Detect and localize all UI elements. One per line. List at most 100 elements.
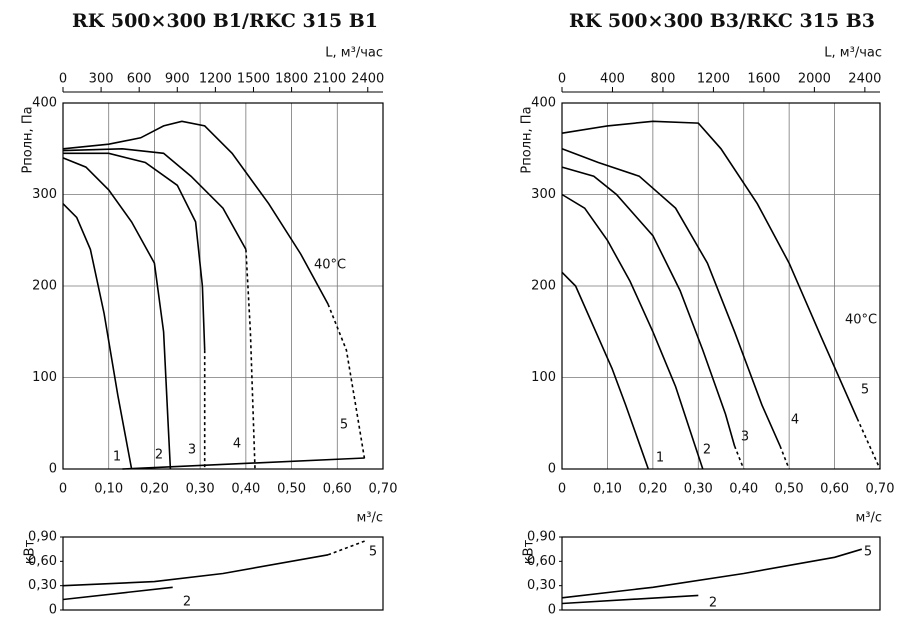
curve (561, 148, 781, 447)
x-tick-label: 0,40 (729, 482, 758, 497)
y-tick-label: 0 (548, 603, 556, 618)
curve-label: 1 (656, 451, 664, 466)
y-tick-label: 400 (32, 96, 57, 111)
curve (327, 304, 366, 461)
plot-frame (561, 536, 881, 611)
x2-tick-label: 1800 (275, 72, 308, 87)
x2-tick-label: 1200 (199, 72, 232, 87)
x-tick-label: 0,10 (593, 482, 622, 497)
x2-tick-label: 2000 (798, 72, 831, 87)
x2-tick-label: 1200 (697, 72, 730, 87)
curve-label: 3 (741, 430, 749, 445)
x-tick-label: 0,50 (277, 482, 306, 497)
y-tick-label: 0,90 (28, 530, 57, 545)
y-tick-label: 0,30 (527, 578, 556, 593)
curve (561, 120, 859, 420)
x-axis-label: м³/с (855, 511, 882, 526)
x-axis-label: м³/с (356, 511, 383, 526)
y-tick-label: 0 (49, 603, 57, 618)
y-axis-label: кВт (23, 539, 38, 564)
y-tick-label: 300 (531, 187, 556, 202)
curve-label: 5 (864, 545, 872, 560)
x2-tick-label: 400 (600, 72, 625, 87)
x2-tick-label: 2100 (313, 72, 346, 87)
x-tick-label: 0 (558, 482, 566, 497)
y-tick-label: 200 (531, 279, 556, 294)
x2-axis-label: L, м³/час (325, 46, 383, 61)
curve (561, 271, 650, 470)
x2-axis-label: L, м³/час (824, 46, 882, 61)
curve (62, 586, 173, 601)
x-tick-label: 0,40 (231, 482, 260, 497)
y-axis-label: кВт (522, 539, 537, 564)
curve-label: 2 (155, 448, 163, 463)
curve (62, 554, 329, 587)
curve (561, 548, 863, 599)
y-tick-label: 0 (49, 462, 57, 477)
x-tick-label: 0,10 (94, 482, 123, 497)
annotation: 40°C (314, 258, 346, 273)
chart-title: RK 500×300 B3/RKC 315 B3 (569, 10, 875, 32)
curve-label: 3 (188, 443, 196, 458)
x2-tick-label: 2400 (848, 72, 881, 87)
x-tick-label: 0 (59, 482, 67, 497)
x2-tick-label: 300 (89, 72, 114, 87)
x-tick-label: 0,30 (684, 482, 713, 497)
curve-label: 2 (709, 596, 717, 611)
y-tick-label: 0 (548, 462, 556, 477)
plot-frame (62, 102, 384, 470)
curve (63, 152, 206, 351)
curve (62, 120, 329, 305)
curve (62, 157, 172, 470)
curve (561, 193, 704, 470)
y-tick-label: 200 (32, 279, 57, 294)
curve (856, 418, 881, 470)
x-tick-label: 0,30 (186, 482, 215, 497)
x2-tick-label: 1500 (237, 72, 270, 87)
y-tick-label: 300 (32, 187, 57, 202)
curve-label: 2 (183, 595, 191, 610)
curve-label: 2 (703, 443, 711, 458)
y-tick-label: 0,60 (28, 554, 57, 569)
curve-label: 5 (340, 418, 348, 433)
x-tick-label: 0,60 (820, 482, 849, 497)
curve (561, 594, 699, 605)
y-tick-label: 100 (531, 370, 556, 385)
y-tick-label: 400 (531, 96, 556, 111)
x2-tick-label: 0 (558, 72, 566, 87)
plot-frame (561, 102, 881, 470)
x2-tick-label: 900 (165, 72, 190, 87)
x-tick-label: 0,70 (369, 482, 398, 497)
curve (561, 166, 736, 447)
curve-label: 4 (233, 437, 241, 452)
y-axis-label: Рполн, Па (21, 106, 36, 173)
curve (62, 203, 133, 470)
x-tick-label: 0,20 (140, 482, 169, 497)
y-tick-label: 100 (32, 370, 57, 385)
chart-title: RK 500×300 B1/RKC 315 B1 (72, 10, 378, 32)
plot-frame (62, 536, 384, 611)
y-tick-label: 0,60 (527, 554, 556, 569)
x-tick-label: 0,70 (866, 482, 895, 497)
curve (122, 457, 365, 470)
curve (245, 249, 256, 470)
curve-label: 5 (861, 383, 869, 398)
curve-label: 5 (369, 545, 377, 560)
annotation: 40°C (845, 313, 877, 328)
y-tick-label: 0,90 (527, 530, 556, 545)
x-tick-label: 0,60 (323, 482, 352, 497)
x-tick-label: 0,20 (638, 482, 667, 497)
curve (733, 445, 745, 470)
x2-tick-label: 1600 (747, 72, 780, 87)
curve-label: 4 (791, 413, 799, 428)
x2-tick-label: 2400 (351, 72, 384, 87)
x2-tick-label: 800 (651, 72, 676, 87)
x2-tick-label: 0 (59, 72, 67, 87)
curve (779, 445, 790, 470)
y-axis-label: Рполн, Па (520, 106, 535, 173)
curve (62, 147, 247, 250)
x-tick-label: 0,50 (775, 482, 804, 497)
curve (327, 540, 365, 556)
curve-label: 1 (113, 450, 121, 465)
